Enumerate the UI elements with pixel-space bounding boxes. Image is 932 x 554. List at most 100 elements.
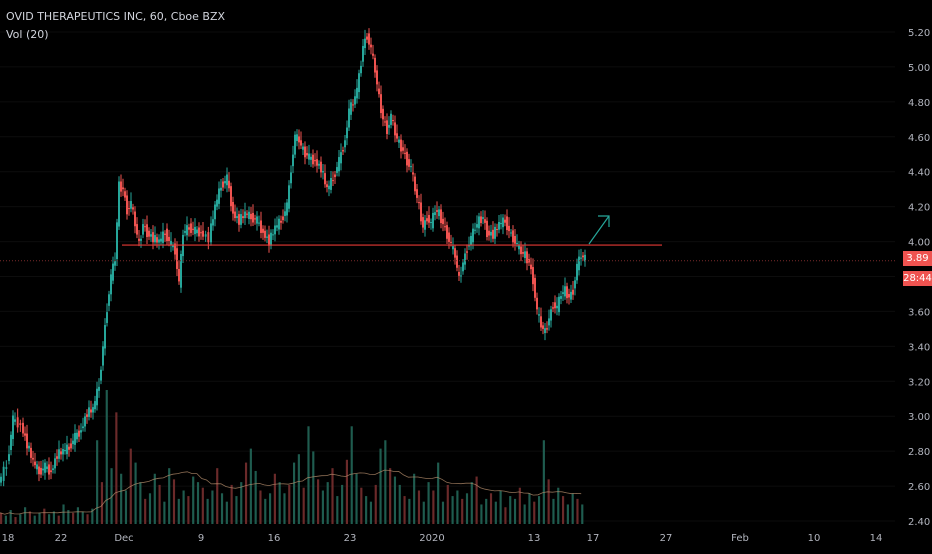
drawings[interactable] xyxy=(0,215,895,262)
candle-body xyxy=(580,257,582,259)
volume-bar xyxy=(537,496,541,524)
candle-body xyxy=(542,325,544,329)
candle-body xyxy=(494,226,496,239)
price-tick-label: 2.60 xyxy=(908,482,930,493)
candle-body xyxy=(434,212,436,216)
volume-bar xyxy=(312,451,315,524)
candle-body xyxy=(78,430,80,437)
candle-body xyxy=(462,262,464,272)
candle-body xyxy=(516,242,518,244)
volume-bar xyxy=(225,501,228,524)
candle-body xyxy=(122,187,124,190)
candle-body xyxy=(124,191,126,198)
candle-body xyxy=(368,33,370,45)
candle-body xyxy=(324,173,326,185)
candle-body xyxy=(96,388,98,406)
price-tick-label: 4.20 xyxy=(908,203,930,214)
volume-bar xyxy=(163,501,166,524)
candle-body xyxy=(154,235,156,243)
candle-body xyxy=(296,134,298,141)
volume-bar xyxy=(499,490,502,524)
candle-body xyxy=(536,297,538,310)
candle-body xyxy=(62,449,64,455)
volume-bar xyxy=(52,511,55,524)
candle-body xyxy=(480,216,482,224)
candle-body xyxy=(328,185,330,190)
candle-body xyxy=(318,163,320,166)
volume-bar xyxy=(100,482,104,524)
price-tick-label: 3.40 xyxy=(908,342,930,353)
candle-body xyxy=(354,96,356,105)
volume-bar xyxy=(422,501,425,524)
candle-body xyxy=(94,401,96,410)
candle-body xyxy=(552,307,554,309)
candle-body xyxy=(102,346,104,366)
volume-bar xyxy=(249,448,252,524)
candle-body xyxy=(576,263,578,281)
candle-body xyxy=(40,467,42,475)
time-axis[interactable]: 18 22 Dec 9 16 23 2020 13 17 27 Feb 10 14 xyxy=(2,533,883,544)
volume-bar xyxy=(139,482,142,524)
candle-body xyxy=(564,286,566,297)
candle-body xyxy=(60,451,62,455)
price-axis[interactable]: 5.205.004.804.604.404.204.003.803.603.40… xyxy=(908,28,930,528)
volume-bar xyxy=(470,482,473,524)
price-tick-label: 4.40 xyxy=(908,168,930,179)
candle-body xyxy=(390,113,392,125)
candle-body xyxy=(454,248,456,258)
candle-body xyxy=(568,293,570,298)
candle-body xyxy=(376,70,378,85)
volume-legend[interactable]: Vol (20) xyxy=(6,28,49,41)
candle-body xyxy=(334,174,336,178)
candle-body xyxy=(464,253,466,265)
candle-body xyxy=(436,210,438,212)
time-tick-label: Dec xyxy=(114,533,133,544)
candle-body xyxy=(546,328,548,330)
candle-body xyxy=(380,94,382,114)
candle-body xyxy=(530,264,532,270)
candle-body xyxy=(312,154,314,165)
volume-ma-path xyxy=(0,469,582,515)
volume-ma-line xyxy=(0,469,582,515)
candle-body xyxy=(444,226,446,228)
candle-body xyxy=(578,256,580,271)
volume-bar xyxy=(283,493,286,524)
arrow-line xyxy=(588,215,610,245)
volume-bar xyxy=(509,496,512,524)
volume-bar xyxy=(485,498,488,524)
candle-body xyxy=(520,246,522,255)
candle-body xyxy=(512,230,514,243)
candle-body xyxy=(54,458,56,469)
price-tick-label: 4.80 xyxy=(908,98,930,109)
candle-body xyxy=(232,201,234,214)
candle-body xyxy=(322,171,324,173)
volume-bar xyxy=(451,496,454,524)
candle-body xyxy=(92,407,94,413)
candle-body xyxy=(46,466,48,469)
candle-body xyxy=(582,255,584,258)
volume-bar xyxy=(528,493,531,524)
volume-bar xyxy=(168,468,171,524)
candle-body xyxy=(332,180,334,182)
candle-body xyxy=(306,153,308,156)
candle-body xyxy=(98,386,100,391)
candle-body xyxy=(24,433,26,436)
symbol-title[interactable]: OVID THERAPEUTICS INC, 60, Cboe BZX xyxy=(6,10,226,23)
candle-body xyxy=(420,202,422,222)
candle-body xyxy=(532,267,534,285)
candles xyxy=(0,28,586,487)
volume-bar xyxy=(177,498,180,524)
candle-body xyxy=(472,228,474,243)
volume-bar xyxy=(480,504,483,524)
volume-bar xyxy=(144,498,147,524)
candle-body xyxy=(410,166,412,168)
candle-body xyxy=(442,218,444,225)
candle-body xyxy=(146,224,148,238)
volume-bar xyxy=(28,511,31,524)
volume-bar xyxy=(552,498,555,524)
candle-body xyxy=(120,181,122,192)
candle-body xyxy=(66,444,68,455)
candle-body xyxy=(186,225,188,236)
volume-bar xyxy=(196,482,200,524)
